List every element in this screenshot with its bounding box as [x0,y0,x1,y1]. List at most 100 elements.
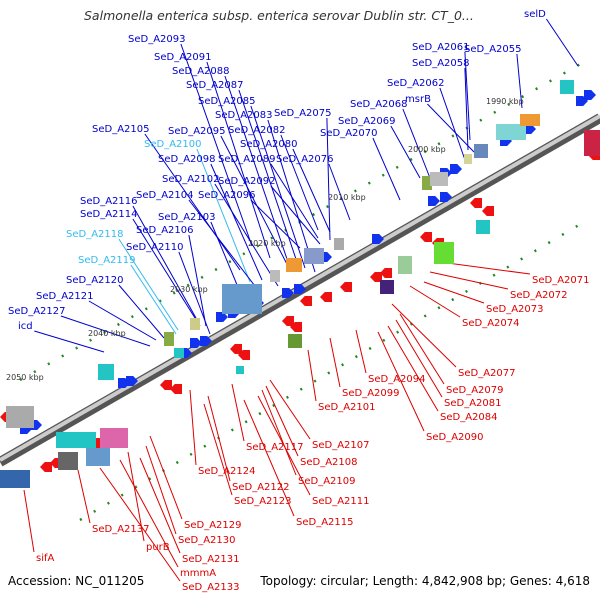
forward-gene-arrow [440,192,452,202]
forward-gene-label[interactable]: SeD_A2088 [172,66,230,77]
reverse-gene-label[interactable]: SeD_A2131 [182,554,240,565]
forward-gene-label[interactable]: selD [524,9,546,20]
reverse-gene-label[interactable]: SeD_A2081 [444,398,502,409]
scale-label: 2040 kbp [88,329,126,338]
forward-gene-label[interactable]: SeD_A2096 [198,190,256,201]
forward-gene-label[interactable]: SeD_A2098 [158,154,216,165]
reverse-gene-label[interactable]: SeD_A2073 [486,304,544,315]
reverse-gene-label[interactable]: SeD_A2079 [446,385,504,396]
leader-line [395,319,443,398]
forward-gene-label[interactable]: SeD_A2083 [215,110,273,121]
forward-gene-label[interactable]: SeD_A2061 [412,42,470,53]
forward-gene-label[interactable]: SeD_A2100 [144,139,202,150]
reverse-gene-label[interactable]: SeD_A2071 [532,275,590,286]
leader-line [292,148,331,233]
forward-gene-label[interactable]: SeD_A2069 [338,116,396,127]
forward-gene-label[interactable]: SeD_A2105 [92,124,150,135]
forward-gene-label[interactable]: SeD_A2055 [464,44,522,55]
forward-gene-label[interactable]: SeD_A2103 [158,212,216,223]
leader-line [399,313,445,385]
scale-label: 2020 kbp [248,239,286,248]
reverse-gene-label[interactable]: SeD_A2090 [426,432,484,443]
forward-gene-label[interactable]: SeD_A2080 [240,139,298,150]
forward-gene-label[interactable]: SeD_A2062 [387,78,445,89]
reverse-gene-label[interactable]: SeD_A2109 [298,476,356,487]
forward-gene-label[interactable]: SeD_A2116 [80,196,138,207]
reverse-gene-label[interactable]: SeD_A2074 [462,318,520,329]
forward-gene-label[interactable]: SeD_A2091 [154,52,212,63]
gene-features [0,80,600,488]
forward-gene-label[interactable]: msrB [405,94,431,105]
leader-line [270,163,319,239]
forward-gene-label[interactable]: SeD_A2082 [228,125,286,136]
reverse-gene-label[interactable]: SeD_A2077 [458,368,516,379]
leader-line [99,467,181,582]
reverse-gene-label[interactable]: SeD_A2094 [368,374,426,385]
forward-gene-label[interactable]: SeD_A2058 [412,58,470,69]
gene-block [164,332,174,346]
gene-block [304,248,324,264]
forward-gene-label[interactable]: SeD_A2085 [198,96,256,107]
gene-block [334,238,344,250]
leader-line [139,457,181,554]
gene-block [430,172,448,186]
reverse-gene-label[interactable]: SeD_A2129 [184,520,242,531]
scale-label: 2010 kbp [328,193,366,202]
reverse-gene-arrow [420,232,432,242]
leader-line [132,218,201,327]
reverse-gene-label[interactable]: SeD_A2115 [296,517,354,528]
forward-gene-label[interactable]: SeD_A2119 [78,255,136,266]
reverse-gene-label[interactable]: SeD_A2072 [510,290,568,301]
forward-gene-label[interactable]: SeD_A2110 [126,242,184,253]
leader-line [60,315,151,347]
scale-label: 2000 kbp [408,145,446,154]
reverse-gene-label[interactable]: SeD_A2123 [234,496,292,507]
forward-gene-label[interactable]: SeD_A2070 [320,128,378,139]
reverse-gene-label[interactable]: SeD_A2133 [182,582,240,593]
leader-line [144,133,241,271]
leader-line [210,163,263,281]
gene-block [474,144,488,158]
forward-gene-label[interactable]: SeD_A2120 [66,275,124,286]
forward-gene-label[interactable]: SeD_A2102 [162,174,220,185]
leader-line [270,185,321,245]
forward-gene-label[interactable]: SeD_A2075 [274,108,332,119]
reverse-gene-arrow [320,292,332,302]
reverse-gene-label[interactable]: SeD_A2107 [312,440,370,451]
leader-line [231,383,245,442]
leader-line [88,300,157,341]
leader-line [355,329,367,374]
reverse-gene-label[interactable]: mmmA [180,568,216,579]
forward-gene-label[interactable]: SeD_A2068 [350,99,408,110]
reverse-gene-label[interactable]: SeD_A2111 [312,496,370,507]
reverse-gene-label[interactable]: SeD_A2137 [92,524,150,535]
gene-block [86,448,110,466]
forward-gene-label[interactable]: SeD_A2114 [80,209,138,220]
forward-gene-label[interactable]: SeD_A2087 [186,80,244,91]
gene-block [560,80,574,94]
forward-gene-label[interactable]: SeD_A2127 [8,306,66,317]
forward-gene-label[interactable]: SeD_A2106 [136,225,194,236]
reverse-gene-label[interactable]: purB [146,542,170,553]
forward-gene-label[interactable]: SeD_A2076 [276,154,334,165]
reverse-gene-label[interactable]: SeD_A2108 [300,457,358,468]
forward-gene-label[interactable]: SeD_A2121 [36,291,94,302]
reverse-gene-label[interactable]: SeD_A2130 [178,535,236,546]
reverse-gene-label[interactable]: SeD_A2084 [440,412,498,423]
reverse-gene-label[interactable]: SeD_A2124 [198,466,256,477]
reverse-gene-label[interactable]: SeD_A2122 [232,482,290,493]
forward-gene-label[interactable]: SeD_A2089 [218,154,276,165]
reverse-gene-label[interactable]: sifA [36,553,55,564]
forward-gene-label[interactable]: SeD_A2104 [136,190,194,201]
forward-gene-label[interactable]: SeD_A2093 [128,34,186,45]
reverse-gene-label[interactable]: SeD_A2101 [318,402,376,413]
forward-gene-label[interactable]: SeD_A2092 [218,176,276,187]
leader-line [387,325,439,412]
forward-gene-label[interactable]: SeD_A2118 [66,229,124,240]
forward-gene-label[interactable]: SeD_A2095 [168,126,226,137]
reverse-gene-label[interactable]: SeD_A2117 [246,442,304,453]
forward-gene-label[interactable]: icd [18,321,33,332]
reverse-gene-label[interactable]: SeD_A2099 [342,388,400,399]
leader-line [196,148,251,283]
